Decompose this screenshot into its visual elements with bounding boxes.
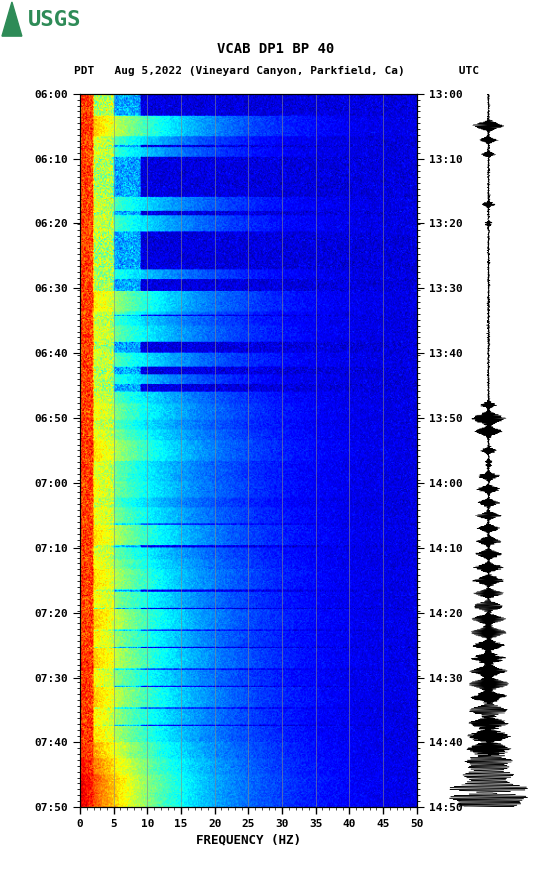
Text: VCAB DP1 BP 40: VCAB DP1 BP 40: [217, 42, 335, 56]
X-axis label: FREQUENCY (HZ): FREQUENCY (HZ): [196, 833, 301, 847]
Text: PDT   Aug 5,2022 (Vineyard Canyon, Parkfield, Ca)        UTC: PDT Aug 5,2022 (Vineyard Canyon, Parkfie…: [73, 66, 479, 77]
Polygon shape: [2, 2, 22, 36]
Text: USGS: USGS: [28, 10, 81, 30]
